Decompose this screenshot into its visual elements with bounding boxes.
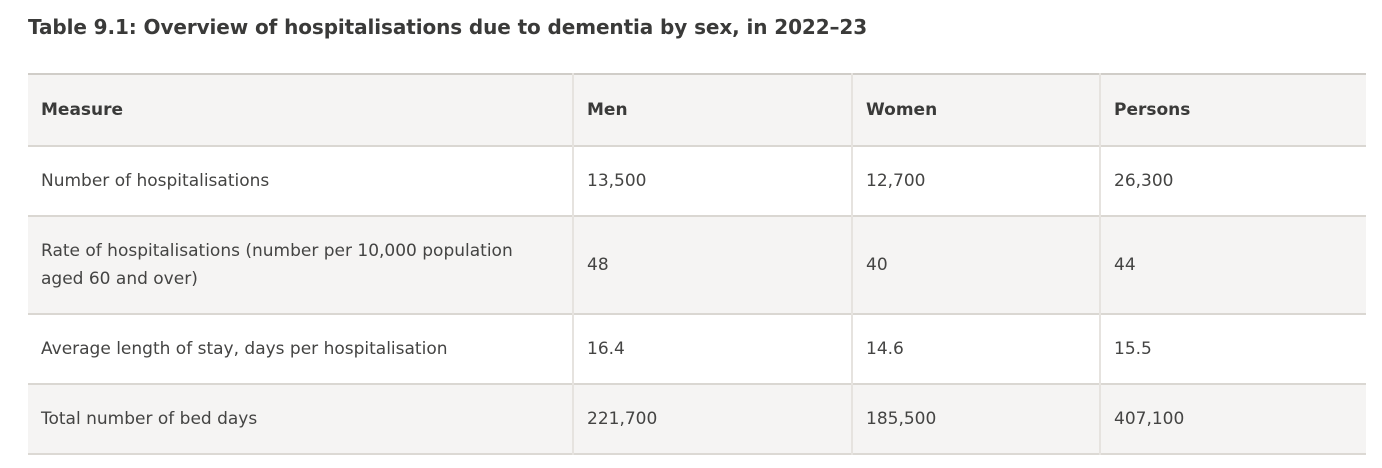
column-header-measure: Measure <box>28 74 573 146</box>
persons-value-cell: 15.5 <box>1099 313 1366 384</box>
measure-cell: Rate of hospitalisations (number per 10,… <box>28 215 573 314</box>
men-value-cell: 16.4 <box>572 313 852 384</box>
page-title: Table 9.1: Overview of hospitalisations … <box>28 15 868 39</box>
men-value-cell: 48 <box>572 215 852 314</box>
women-value-cell: 40 <box>851 215 1100 314</box>
persons-value-cell: 407,100 <box>1099 383 1366 454</box>
women-value-cell: 12,700 <box>851 145 1100 216</box>
men-value-cell: 221,700 <box>572 383 852 454</box>
measure-cell: Average length of stay, days per hospita… <box>28 313 573 384</box>
women-value-cell: 185,500 <box>851 383 1100 454</box>
column-header-men: Men <box>572 74 852 146</box>
column-header-women: Women <box>851 74 1100 146</box>
table-header-row: Measure Men Women Persons <box>28 74 1366 146</box>
table-row: Number of hospitalisations 13,500 12,700… <box>28 145 1366 216</box>
measure-cell: Number of hospitalisations <box>28 145 573 216</box>
persons-value-cell: 26,300 <box>1099 145 1366 216</box>
table-row: Total number of bed days 221,700 185,500… <box>28 383 1366 454</box>
table-row: Average length of stay, days per hospita… <box>28 313 1366 384</box>
table-row: Rate of hospitalisations (number per 10,… <box>28 215 1366 314</box>
column-header-persons: Persons <box>1099 74 1366 146</box>
women-value-cell: 14.6 <box>851 313 1100 384</box>
measure-cell: Total number of bed days <box>28 383 573 454</box>
hospitalisations-table: Measure Men Women Persons Number of hosp… <box>28 73 1366 455</box>
persons-value-cell: 44 <box>1099 215 1366 314</box>
men-value-cell: 13,500 <box>572 145 852 216</box>
